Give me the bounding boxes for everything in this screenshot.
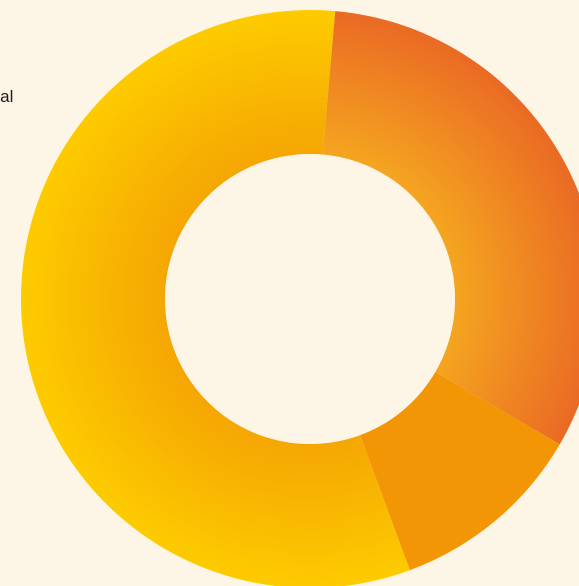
partial-legend-label: ntal (0, 87, 14, 106)
slice-layer (21, 10, 579, 586)
donut-slice-1 (322, 11, 579, 445)
donut-slice-2 (360, 371, 560, 571)
donut-hole (165, 154, 455, 444)
donut-slice-3 (21, 10, 410, 586)
